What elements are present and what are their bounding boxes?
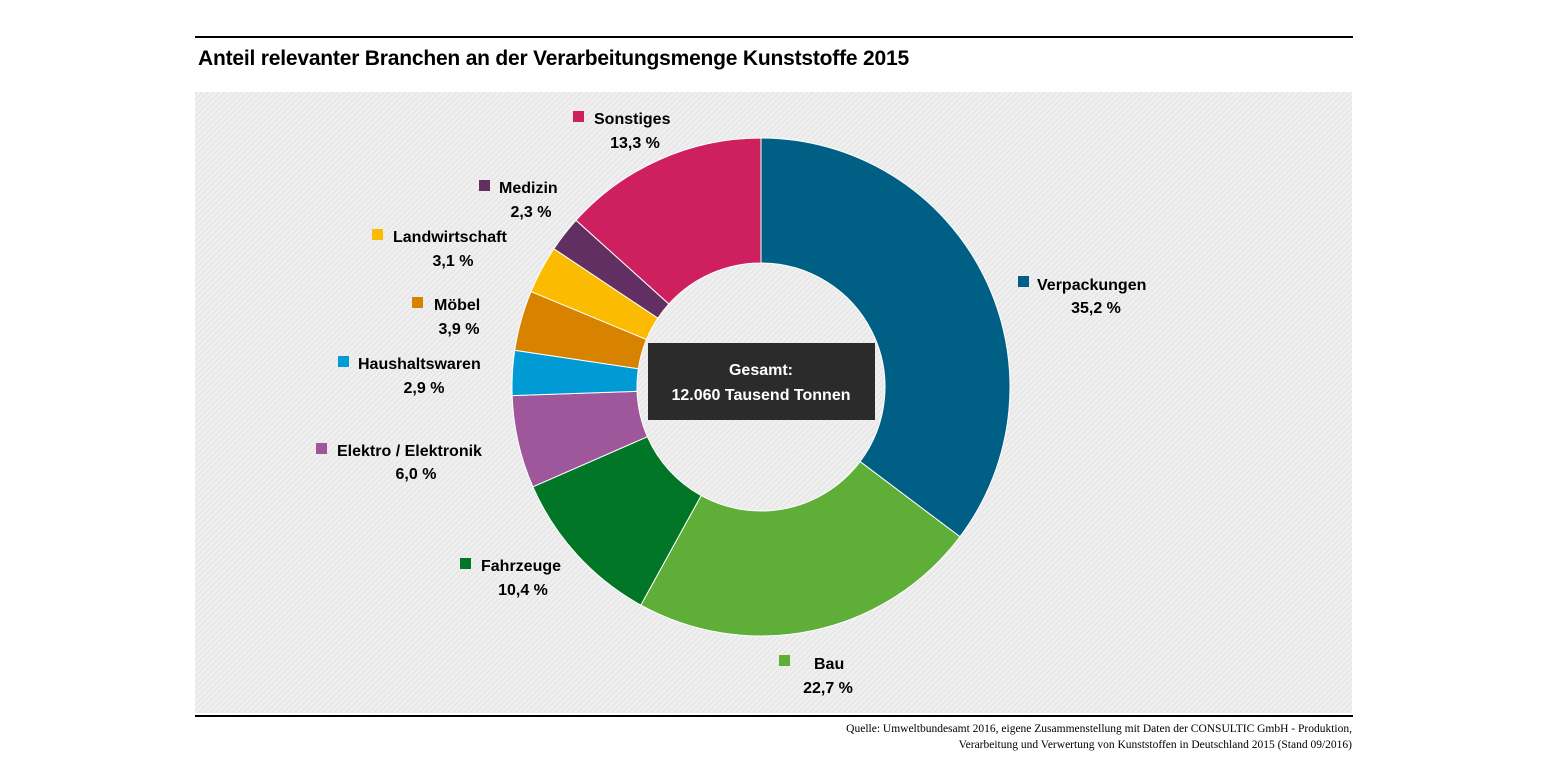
- legend-swatch-fahrzeuge: [460, 558, 471, 569]
- slice-value-fahrzeuge: 10,4 %: [498, 582, 548, 599]
- legend-swatch-medizin: [479, 180, 490, 191]
- legend-swatch-möbel: [412, 297, 423, 308]
- legend-swatch-elektro-elektronik: [316, 443, 327, 454]
- slice-value-möbel: 3,9 %: [439, 321, 480, 338]
- chart-title: Anteil relevanter Branchen an der Verarb…: [198, 47, 909, 70]
- source-line-2: Verarbeitung und Verwertung von Kunststo…: [958, 739, 1352, 751]
- slice-label-landwirtschaft: Landwirtschaft: [393, 229, 507, 246]
- slice-value-elektro-elektronik: 6,0 %: [396, 466, 437, 483]
- slice-labels: Verpackungen 35,2 % Bau 22,7 % Fahrzeuge 10,4…: [316, 111, 1146, 697]
- slice-value-bau: 22,7 %: [803, 680, 853, 697]
- slice-label-haushaltswaren: Haushaltswaren: [358, 356, 481, 373]
- legend-swatch-sonstiges: [573, 111, 584, 122]
- legend-swatch-haushaltswaren: [338, 356, 349, 367]
- slice-label-fahrzeuge: Fahrzeuge: [481, 558, 561, 575]
- slice-bau: [640, 460, 961, 637]
- slice-value-landwirtschaft: 3,1 %: [433, 253, 474, 270]
- legend-swatch-landwirtschaft: [372, 229, 383, 240]
- bottom-rule: [195, 715, 1353, 717]
- source-note: Quelle: Umweltbundesamt 2016, eigene Zus…: [652, 721, 1352, 753]
- slice-sonstiges: [575, 137, 762, 305]
- slice-label-verpackungen: Verpackungen: [1037, 277, 1146, 294]
- slice-label-möbel: Möbel: [434, 297, 480, 314]
- slice-label-elektro-elektronik: Elektro / Elektronik: [337, 443, 482, 460]
- slice-label-sonstiges: Sonstiges: [594, 111, 671, 128]
- legend-swatch-bau: [779, 655, 790, 666]
- slice-label-medizin: Medizin: [499, 180, 558, 197]
- legend-swatch-verpackungen: [1018, 276, 1029, 287]
- slice-verpackungen: [760, 137, 1011, 538]
- center-label-line-2: 12.060 Tausend Tonnen: [671, 387, 850, 404]
- source-line-1: Quelle: Umweltbundesamt 2016, eigene Zus…: [846, 723, 1352, 735]
- center-label-line-1: Gesamt:: [729, 362, 793, 379]
- top-rule: [195, 36, 1353, 38]
- slice-value-medizin: 2,3 %: [511, 204, 552, 221]
- donut-slices: [511, 137, 1011, 637]
- center-box: Gesamt: 12.060 Tausend Tonnen: [648, 343, 875, 420]
- slice-value-sonstiges: 13,3 %: [610, 135, 660, 152]
- slice-value-haushaltswaren: 2,9 %: [404, 380, 445, 397]
- slice-label-bau: Bau: [814, 656, 844, 673]
- slice-value-verpackungen: 35,2 %: [1071, 300, 1121, 317]
